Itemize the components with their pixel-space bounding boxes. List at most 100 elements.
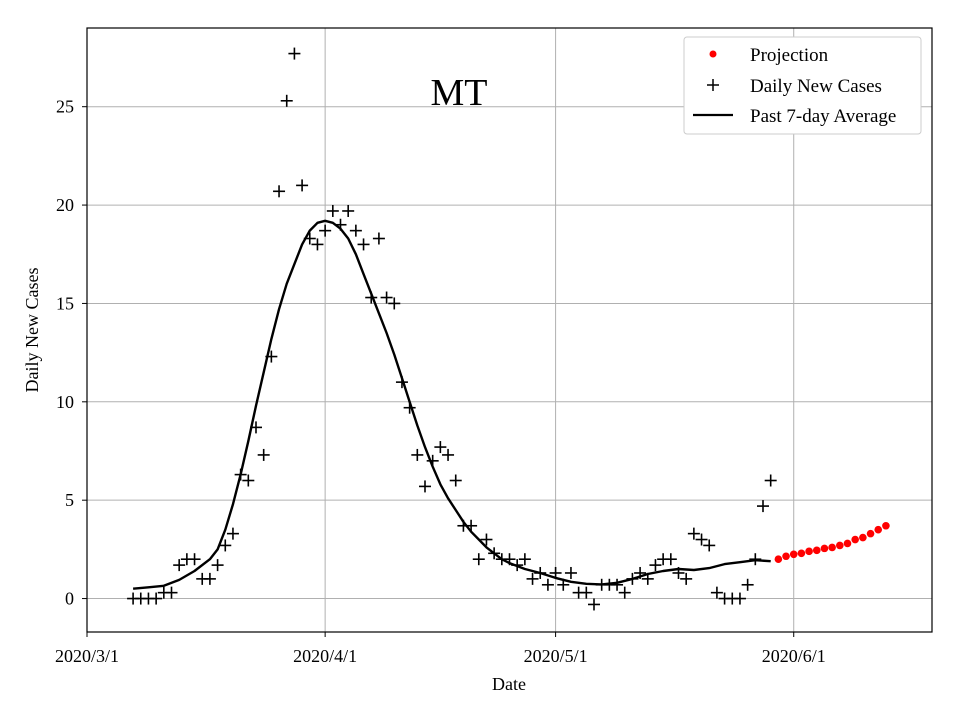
average-line bbox=[132, 219, 771, 590]
daily-case-marker bbox=[749, 553, 762, 566]
daily-case-marker bbox=[472, 553, 485, 566]
chart-title: MT bbox=[431, 72, 488, 114]
daily-case-marker bbox=[557, 578, 570, 591]
daily-case-marker bbox=[242, 474, 255, 487]
daily-case-marker bbox=[395, 376, 408, 389]
daily-case-marker bbox=[288, 47, 301, 60]
y-tick-label: 15 bbox=[56, 293, 74, 313]
projection-point bbox=[797, 549, 806, 558]
daily-case-marker bbox=[687, 527, 700, 540]
daily-case-marker bbox=[611, 578, 624, 591]
daily-case-marker bbox=[449, 474, 462, 487]
projection-point bbox=[805, 547, 813, 556]
legend-daily-cases-marker bbox=[707, 79, 719, 91]
daily-case-marker bbox=[419, 480, 431, 493]
daily-case-marker bbox=[273, 185, 286, 198]
daily-case-marker bbox=[634, 566, 647, 579]
projection-point bbox=[789, 550, 798, 559]
daily-case-marker bbox=[442, 448, 455, 461]
daily-case-marker bbox=[488, 547, 501, 560]
projection-point bbox=[812, 546, 821, 555]
y-axis-label: Daily New Cases bbox=[22, 268, 42, 393]
daily-case-marker bbox=[234, 468, 247, 481]
daily-case-marker bbox=[518, 553, 531, 566]
projection-point bbox=[882, 521, 890, 530]
daily-case-marker bbox=[188, 553, 201, 566]
legend-projection-marker bbox=[709, 50, 717, 58]
daily-case-marker bbox=[219, 539, 232, 552]
axis-ticks: 2020/3/1 2020/4/1 2020/5/1 2020/6/1 0 5 10 15 20… bbox=[55, 97, 826, 666]
y-tick-label: 10 bbox=[56, 392, 74, 412]
daily-case-marker bbox=[434, 441, 447, 454]
daily-case-marker bbox=[411, 448, 424, 461]
daily-case-marker bbox=[549, 566, 562, 579]
daily-case-marker bbox=[380, 291, 393, 304]
daily-case-marker bbox=[426, 454, 439, 467]
daily-case-marker bbox=[703, 539, 716, 552]
daily-case-marker bbox=[465, 519, 478, 532]
projection-point bbox=[851, 535, 859, 544]
daily-case-marker bbox=[503, 553, 516, 566]
projection-point bbox=[774, 555, 783, 564]
daily-case-marker bbox=[618, 586, 631, 599]
projection-point bbox=[836, 541, 844, 550]
legend-average-label: Past 7-day Average bbox=[750, 106, 896, 127]
daily-case-marker bbox=[165, 586, 178, 599]
projection-point bbox=[874, 525, 883, 534]
x-tick-label: 2020/3/1 bbox=[55, 646, 119, 666]
daily-case-marker bbox=[511, 559, 524, 572]
projection-point bbox=[820, 544, 829, 553]
daily-case-marker bbox=[649, 559, 662, 572]
daily-case-marker bbox=[626, 572, 639, 585]
daily-case-marker bbox=[372, 232, 385, 245]
daily-case-marker bbox=[349, 224, 362, 237]
daily-case-marker bbox=[265, 350, 278, 363]
daily-case-marker bbox=[403, 401, 416, 414]
daily-case-marker bbox=[211, 559, 224, 572]
projection-point bbox=[828, 543, 836, 552]
daily-case-marker bbox=[296, 179, 309, 192]
daily-case-marker bbox=[357, 238, 370, 251]
projection-point bbox=[843, 539, 852, 548]
x-tick-label: 2020/5/1 bbox=[524, 646, 588, 666]
legend-projection-label: Projection bbox=[750, 45, 829, 66]
y-tick-label: 25 bbox=[56, 97, 74, 117]
daily-case-marker bbox=[334, 218, 347, 231]
daily-case-marker bbox=[342, 204, 355, 217]
daily-case-marker bbox=[588, 598, 600, 611]
projection-point bbox=[859, 533, 867, 542]
legend: Projection Daily New Cases Past 7-day Av… bbox=[683, 36, 922, 135]
legend-daily-cases-label: Daily New Cases bbox=[750, 76, 882, 97]
daily-case-marker bbox=[664, 553, 677, 566]
daily-case-marker bbox=[319, 224, 332, 237]
daily-case-marker bbox=[680, 572, 693, 585]
daily-case-marker bbox=[173, 559, 186, 572]
y-tick-label: 0 bbox=[65, 589, 74, 609]
y-tick-label: 5 bbox=[65, 490, 74, 510]
daily-case-marker bbox=[365, 291, 378, 304]
daily-case-marker bbox=[150, 592, 163, 605]
daily-case-marker bbox=[526, 572, 539, 585]
daily-case-marker bbox=[388, 297, 401, 310]
daily-case-marker bbox=[710, 586, 723, 599]
plot-frame bbox=[86, 27, 933, 633]
x-tick-label: 2020/6/1 bbox=[762, 646, 826, 666]
daily-case-marker bbox=[580, 586, 593, 599]
projection-point bbox=[782, 552, 790, 561]
x-tick-label: 2020/4/1 bbox=[293, 646, 357, 666]
daily-case-marker bbox=[741, 578, 754, 591]
daily-case-marker bbox=[641, 572, 654, 585]
daily-case-marker bbox=[564, 566, 577, 579]
projection-point bbox=[866, 529, 875, 538]
y-tick-label: 20 bbox=[56, 195, 74, 215]
plot-series bbox=[127, 47, 890, 611]
daily-case-marker bbox=[250, 421, 262, 434]
daily-case-marker bbox=[695, 533, 708, 546]
daily-case-marker bbox=[226, 527, 239, 540]
daily-case-marker bbox=[303, 232, 316, 245]
legend-box bbox=[683, 36, 922, 135]
daily-case-marker bbox=[764, 474, 777, 487]
daily-case-marker bbox=[757, 500, 769, 513]
daily-case-marker bbox=[311, 238, 324, 251]
